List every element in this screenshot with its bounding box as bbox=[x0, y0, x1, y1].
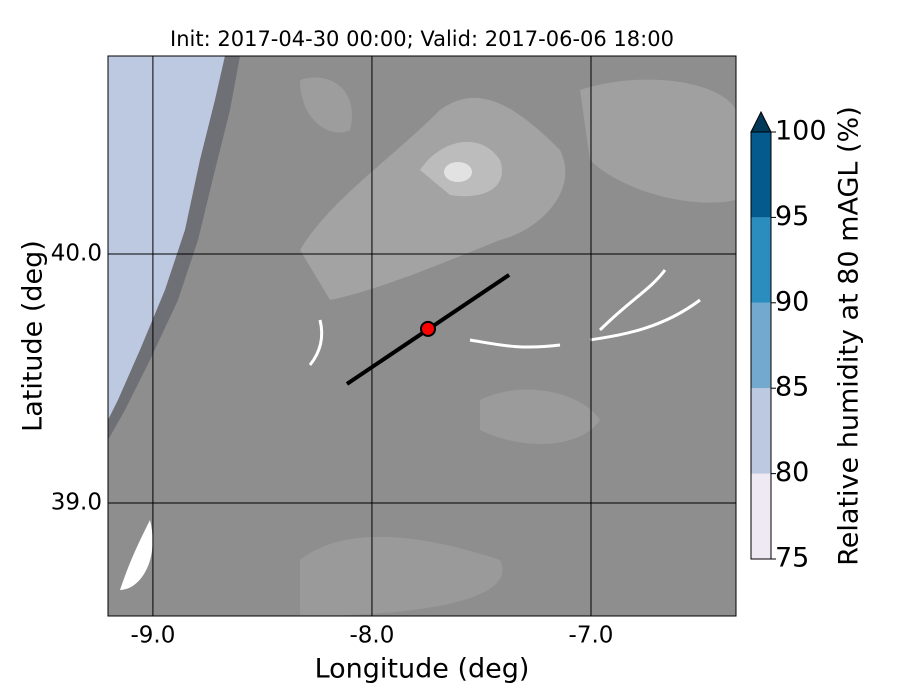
title: Init: 2017-04-30 00:00; Valid: 2017-06-0… bbox=[170, 27, 674, 51]
grid bbox=[108, 56, 736, 616]
colorbar-tick-label: 80 bbox=[775, 457, 809, 488]
colorbar-segment bbox=[751, 473, 771, 559]
colorbar-segment bbox=[751, 132, 771, 218]
colorbar-tick-label: 90 bbox=[775, 286, 809, 317]
colorbar-tick-label: 85 bbox=[775, 372, 809, 403]
x-tick-label: -7.0 bbox=[569, 623, 614, 649]
colorbar-frame bbox=[750, 131, 772, 560]
y-tick-label: 39.0 bbox=[51, 489, 102, 515]
colorbar-segment bbox=[751, 302, 771, 389]
site-marker bbox=[420, 320, 437, 337]
x-tick-label: -8.0 bbox=[350, 623, 395, 649]
colorbar-extend bbox=[750, 110, 772, 133]
x-tick-label: -9.0 bbox=[130, 623, 175, 649]
x-axis-label: Longitude (deg) bbox=[315, 654, 530, 685]
colorbar-tick-label: 95 bbox=[775, 201, 809, 232]
colorbar-label: Relative humidity at 80 mAGL (%) bbox=[834, 106, 865, 566]
y-axis-label: Latitude (deg) bbox=[18, 240, 49, 432]
colorbar-tick-label: 75 bbox=[775, 543, 809, 574]
colorbar-segment bbox=[751, 217, 771, 303]
colorbar-tick-label: 100 bbox=[775, 116, 827, 147]
colorbar-segment bbox=[751, 388, 771, 474]
plot-frame bbox=[107, 55, 737, 617]
terrain bbox=[108, 56, 736, 616]
y-tick-label: 40.0 bbox=[51, 240, 102, 266]
